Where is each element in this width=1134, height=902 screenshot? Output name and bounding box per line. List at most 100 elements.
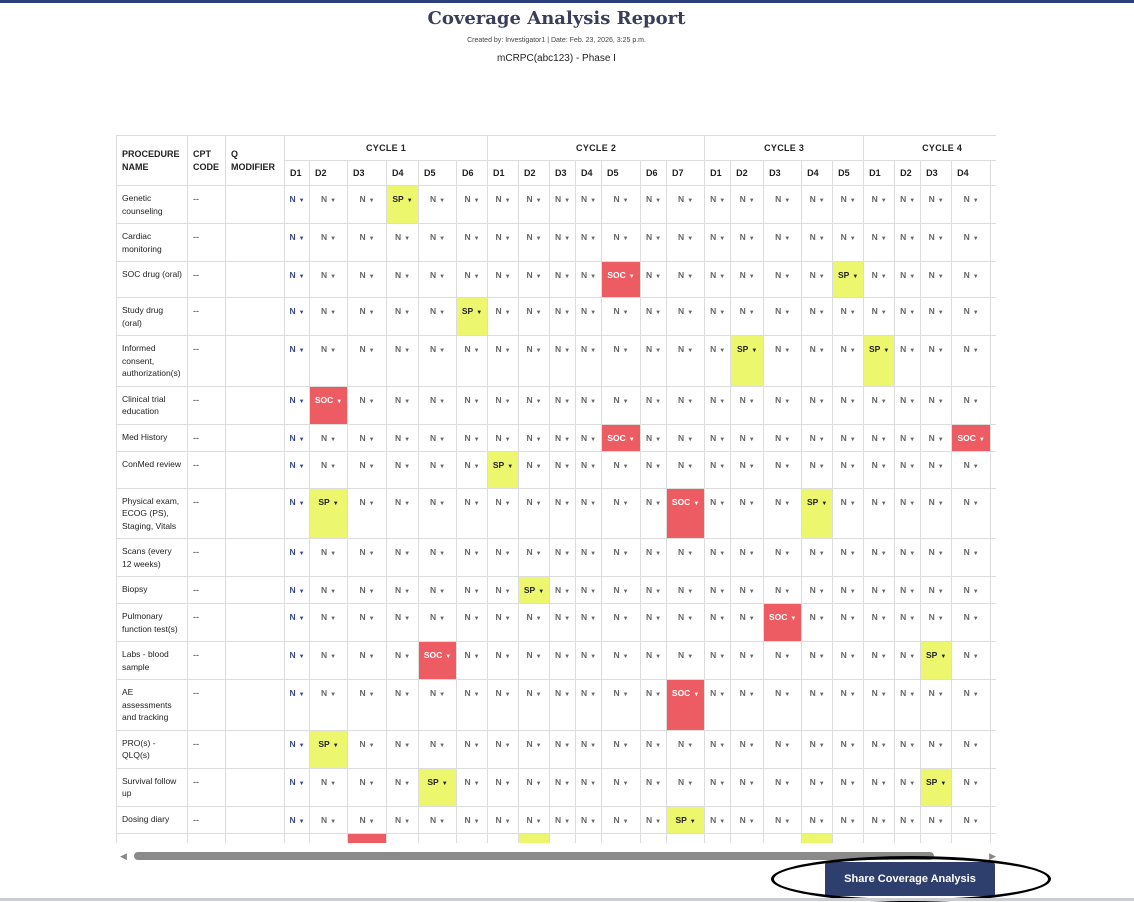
coverage-select[interactable]: N▼: [832, 729, 865, 769]
coverage-select[interactable]: N▼: [863, 832, 896, 843]
coverage-select[interactable]: N▼: [920, 603, 953, 642]
coverage-select[interactable]: N▼: [666, 832, 706, 843]
coverage-select[interactable]: N▼: [575, 261, 603, 298]
coverage-select[interactable]: N▼: [518, 679, 551, 731]
coverage-select[interactable]: N▼: [549, 576, 577, 604]
coverage-select[interactable]: N▼: [763, 487, 803, 539]
coverage-select[interactable]: SP▼: [730, 335, 765, 387]
coverage-select[interactable]: N▼: [832, 679, 865, 731]
coverage-select[interactable]: N▼: [863, 487, 896, 539]
coverage-select[interactable]: N▼: [951, 679, 992, 731]
coverage-select[interactable]: N▼: [951, 297, 992, 336]
coverage-select[interactable]: N▼: [347, 487, 387, 539]
coverage-select[interactable]: N▼: [863, 297, 896, 336]
coverage-select[interactable]: N▼: [801, 641, 834, 680]
coverage-select[interactable]: N▼: [704, 767, 732, 807]
coverage-select[interactable]: N▼: [418, 335, 457, 387]
coverage-select[interactable]: N▼: [640, 223, 668, 262]
coverage-select[interactable]: N▼: [549, 538, 577, 577]
coverage-select[interactable]: N▼: [575, 641, 603, 680]
coverage-select[interactable]: N▼: [894, 603, 922, 642]
coverage-select[interactable]: N▼: [704, 729, 732, 769]
coverage-select[interactable]: N▼: [347, 538, 387, 577]
coverage-select[interactable]: N▼: [704, 297, 732, 336]
coverage-select[interactable]: N▼: [455, 261, 489, 298]
coverage-select[interactable]: N▼: [518, 297, 551, 336]
coverage-select[interactable]: N▼: [575, 767, 603, 807]
coverage-select[interactable]: N▼: [575, 423, 603, 452]
coverage-select[interactable]: N▼: [575, 223, 603, 262]
coverage-select[interactable]: N▼: [863, 423, 896, 452]
coverage-select[interactable]: N▼: [863, 576, 896, 604]
coverage-select[interactable]: N▼: [666, 335, 706, 387]
coverage-select[interactable]: N▼: [455, 423, 489, 452]
coverage-select[interactable]: N▼: [863, 185, 896, 224]
coverage-select[interactable]: N▼: [601, 335, 642, 387]
coverage-select[interactable]: N▼: [730, 385, 765, 425]
coverage-select[interactable]: N▼: [920, 297, 953, 336]
coverage-select[interactable]: SP▼: [309, 729, 348, 769]
coverage-select[interactable]: N▼: [951, 261, 992, 298]
coverage-select[interactable]: N▼: [666, 450, 706, 489]
coverage-select[interactable]: N▼: [704, 576, 732, 604]
coverage-select[interactable]: N▼: [601, 385, 642, 425]
coverage-select[interactable]: N▼: [763, 679, 803, 731]
coverage-select[interactable]: N▼: [894, 487, 922, 539]
coverage-select[interactable]: N▼: [309, 767, 348, 807]
coverage-select[interactable]: N▼: [518, 603, 551, 642]
coverage-select[interactable]: N▼: [832, 423, 865, 452]
coverage-select[interactable]: N▼: [601, 641, 642, 680]
coverage-select[interactable]: N▼: [763, 729, 803, 769]
coverage-select[interactable]: N▼: [601, 185, 642, 224]
coverage-select[interactable]: N▼: [309, 335, 348, 387]
coverage-select[interactable]: N▼: [518, 185, 551, 224]
coverage-select[interactable]: N▼: [418, 450, 457, 489]
coverage-select[interactable]: N▼: [801, 185, 834, 224]
coverage-select[interactable]: N▼: [920, 185, 953, 224]
coverage-select[interactable]: N▼: [894, 641, 922, 680]
coverage-select[interactable]: N▼: [666, 185, 706, 224]
coverage-select[interactable]: N▼: [549, 487, 577, 539]
coverage-select[interactable]: N▼: [418, 576, 457, 604]
coverage-select[interactable]: N▼: [951, 335, 992, 387]
coverage-select[interactable]: N▼: [763, 538, 803, 577]
coverage-select[interactable]: N▼: [575, 450, 603, 489]
scroll-left-arrow-icon[interactable]: ◀: [120, 851, 127, 861]
coverage-select[interactable]: N▼: [549, 423, 577, 452]
coverage-select[interactable]: N▼: [730, 641, 765, 680]
coverage-select[interactable]: N▼: [640, 385, 668, 425]
coverage-select[interactable]: N▼: [863, 538, 896, 577]
coverage-select[interactable]: N▼: [894, 335, 922, 387]
coverage-select[interactable]: SOC▼: [666, 487, 706, 539]
coverage-select[interactable]: N▼: [730, 450, 765, 489]
coverage-select[interactable]: N▼: [549, 603, 577, 642]
coverage-select[interactable]: N▼: [832, 538, 865, 577]
coverage-select[interactable]: N▼: [832, 297, 865, 336]
coverage-select[interactable]: N▼: [801, 335, 834, 387]
coverage-select[interactable]: N▼: [549, 385, 577, 425]
coverage-select[interactable]: N▼: [487, 487, 520, 539]
coverage-select[interactable]: N▼: [455, 538, 489, 577]
coverage-select[interactable]: N▼: [894, 297, 922, 336]
coverage-select[interactable]: N▼: [704, 487, 732, 539]
coverage-select[interactable]: N▼: [549, 832, 577, 843]
coverage-select[interactable]: N▼: [763, 832, 803, 843]
coverage-select[interactable]: N▼: [347, 261, 387, 298]
coverage-select[interactable]: N▼: [418, 297, 457, 336]
coverage-select[interactable]: N▼: [863, 261, 896, 298]
coverage-select[interactable]: N▼: [284, 603, 310, 642]
coverage-select[interactable]: N▼: [951, 767, 992, 807]
coverage-select[interactable]: N▼: [575, 185, 603, 224]
coverage-select[interactable]: N▼: [666, 538, 706, 577]
coverage-select[interactable]: N▼: [549, 297, 577, 336]
coverage-select[interactable]: N▼: [666, 223, 706, 262]
coverage-select[interactable]: N▼: [601, 450, 642, 489]
coverage-select[interactable]: N▼: [863, 385, 896, 425]
coverage-select[interactable]: N▼: [730, 261, 765, 298]
coverage-select[interactable]: N▼: [386, 223, 419, 262]
coverage-select[interactable]: N▼: [801, 538, 834, 577]
coverage-select[interactable]: N▼: [347, 576, 387, 604]
coverage-select[interactable]: N▼: [347, 450, 387, 489]
coverage-select[interactable]: SP▼: [801, 487, 834, 539]
coverage-select[interactable]: N▼: [575, 538, 603, 577]
